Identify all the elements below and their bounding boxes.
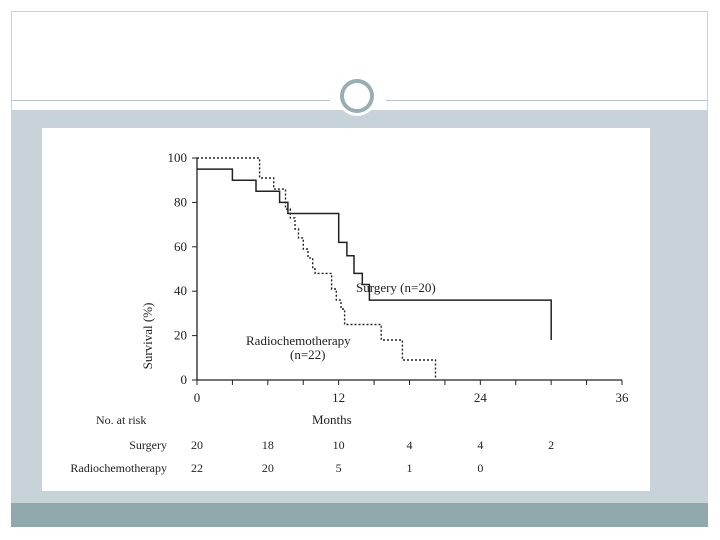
radiochemo-series-label-line1: Radiochemotherapy — [246, 333, 351, 348]
at-risk-value-surgery: 18 — [262, 438, 274, 452]
chart-panel: 0 20 40 60 80 100 0 12 24 36 Months Survival (%) … — [42, 128, 650, 491]
at-risk-value-surgery: 10 — [333, 438, 345, 452]
at-risk-value-radiochemotherapy: 0 — [477, 461, 483, 475]
series-line-surgery — [197, 168, 552, 340]
at-risk-row-label-radiochemotherapy: Radiochemotherapy — [70, 461, 167, 475]
y-tick-label: 100 — [168, 150, 188, 165]
ring-ornament-icon — [340, 79, 374, 113]
at-risk-value-surgery: 2 — [548, 438, 554, 452]
at-risk-value-radiochemotherapy: 22 — [191, 461, 203, 475]
radiochemo-series-label-line2: (n=22) — [290, 347, 326, 362]
at-risk-row-label-surgery: Surgery — [129, 438, 167, 452]
x-tick-label: 24 — [474, 390, 488, 405]
at-risk-value-surgery: 4 — [477, 438, 483, 452]
at-risk-value-radiochemotherapy: 5 — [336, 461, 342, 475]
at-risk-value-surgery: 20 — [191, 438, 203, 452]
at-risk-values: 20 18 10 4 4 222 20 5 1 0 — [191, 438, 554, 475]
y-tick-label: 80 — [174, 194, 187, 209]
y-tick-label: 40 — [174, 283, 187, 298]
at-risk-value-radiochemotherapy: 20 — [262, 461, 274, 475]
at-risk-value-radiochemotherapy: 1 — [407, 461, 413, 475]
y-tick-label: 20 — [174, 328, 187, 343]
surgery-series-label: Surgery (n=20) — [356, 280, 436, 295]
x-tick-label: 0 — [194, 390, 201, 405]
series-line-radiochemotherapy — [197, 157, 437, 380]
chart-axes: 0 20 40 60 80 100 0 12 24 36 — [168, 150, 630, 405]
at-risk-heading: No. at risk — [96, 413, 146, 427]
y-tick-label: 0 — [181, 372, 188, 387]
at-risk-value-surgery: 4 — [407, 438, 413, 452]
x-tick-label: 12 — [332, 390, 345, 405]
chart-series — [197, 157, 552, 380]
x-tick-label: 36 — [616, 390, 630, 405]
x-axis-title: Months — [312, 412, 352, 427]
y-tick-label: 60 — [174, 239, 187, 254]
footer-band — [11, 503, 708, 527]
y-axis-title: Survival (%) — [140, 303, 155, 370]
